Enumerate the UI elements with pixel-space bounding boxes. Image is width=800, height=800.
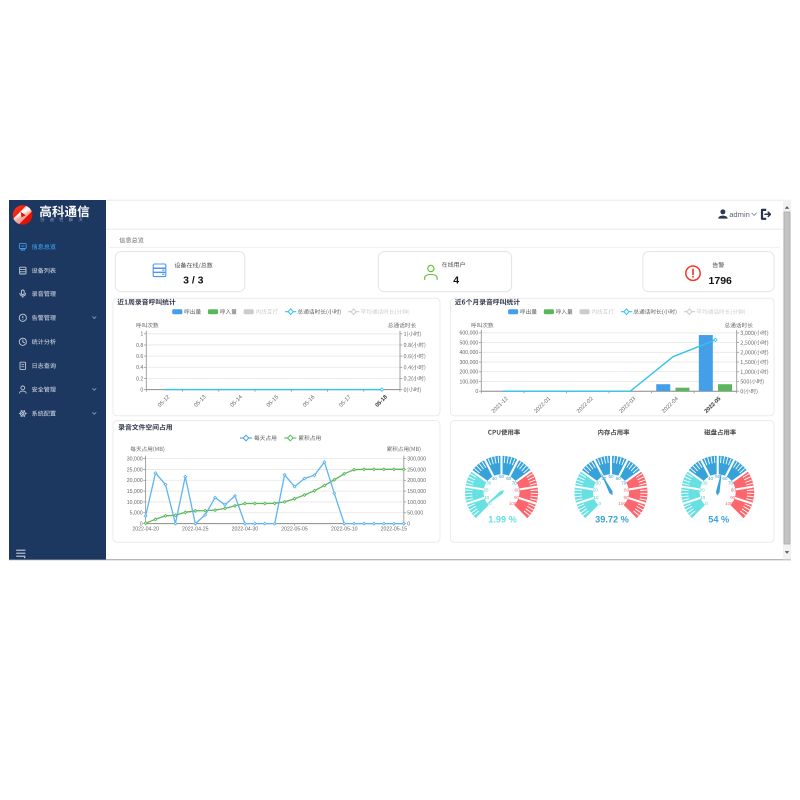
svg-text:30: 30 [486, 481, 492, 486]
svg-text:200,000: 200,000 [407, 478, 426, 484]
svg-text:0: 0 [705, 501, 708, 506]
svg-text:100,000: 100,000 [460, 379, 479, 385]
svg-text:70: 70 [728, 481, 734, 486]
svg-text:90: 90 [730, 495, 736, 500]
svg-text:2022-05-05: 2022-05-05 [281, 527, 308, 533]
svg-text:0: 0 [407, 521, 410, 527]
svg-text:10: 10 [700, 495, 706, 500]
svg-text:200,000: 200,000 [460, 370, 479, 376]
svg-text:70: 70 [621, 481, 627, 486]
svg-text:20,000: 20,000 [127, 478, 143, 484]
svg-text:80: 80 [731, 487, 737, 492]
svg-text:50,000: 50,000 [407, 511, 423, 517]
svg-text:100: 100 [725, 501, 733, 506]
svg-text:40: 40 [492, 476, 498, 481]
svg-text:1796: 1796 [709, 275, 733, 287]
svg-text:10,000: 10,000 [127, 500, 143, 506]
svg-text:100: 100 [618, 501, 626, 506]
svg-text:4: 4 [453, 275, 459, 287]
svg-text:300,000: 300,000 [460, 360, 479, 366]
svg-text:54 %: 54 % [708, 515, 729, 525]
svg-text:10: 10 [593, 495, 599, 500]
svg-text:60: 60 [616, 476, 622, 481]
svg-text:400,000: 400,000 [460, 350, 479, 356]
svg-text:2022-04-25: 2022-04-25 [182, 527, 209, 533]
svg-text:80: 80 [515, 487, 521, 492]
svg-text:50: 50 [499, 474, 505, 479]
svg-text:20: 20 [593, 487, 599, 492]
svg-text:100,000: 100,000 [407, 500, 426, 506]
svg-text:50: 50 [715, 474, 721, 479]
svg-text:39.72 %: 39.72 % [595, 515, 629, 525]
svg-text:0: 0 [599, 501, 602, 506]
svg-text:0.6: 0.6 [136, 354, 143, 360]
svg-text:60: 60 [506, 476, 512, 481]
svg-text:300,000: 300,000 [407, 456, 426, 462]
svg-text:30,000: 30,000 [127, 456, 143, 462]
svg-text:600,000: 600,000 [460, 331, 479, 337]
svg-text:0.4: 0.4 [136, 365, 143, 371]
svg-text:500,000: 500,000 [460, 340, 479, 346]
svg-text:30: 30 [702, 481, 708, 486]
svg-text:25,000: 25,000 [127, 467, 143, 473]
svg-text:20: 20 [483, 487, 489, 492]
svg-text:70: 70 [512, 481, 518, 486]
svg-text:80: 80 [624, 487, 630, 492]
svg-text:1.99 %: 1.99 % [488, 515, 517, 525]
svg-text:1: 1 [140, 332, 143, 338]
svg-text:0: 0 [140, 521, 143, 527]
svg-text:10: 10 [484, 495, 490, 500]
svg-text:0: 0 [475, 389, 478, 395]
svg-text:2022-04-30: 2022-04-30 [232, 527, 259, 533]
svg-text:90: 90 [623, 495, 629, 500]
svg-text:90: 90 [514, 495, 520, 500]
svg-text:250,000: 250,000 [407, 467, 426, 473]
svg-text:admin: admin [729, 210, 750, 219]
svg-text:2022-05-10: 2022-05-10 [331, 527, 358, 533]
svg-text:2022-05-15: 2022-05-15 [381, 527, 408, 533]
svg-text:15,000: 15,000 [127, 489, 143, 495]
svg-text:20: 20 [700, 487, 706, 492]
svg-text:60: 60 [722, 476, 728, 481]
svg-text:30: 30 [596, 481, 602, 486]
svg-text:5,000: 5,000 [130, 511, 143, 517]
svg-text:2022-04-20: 2022-04-20 [132, 527, 159, 533]
svg-text:0: 0 [489, 501, 492, 506]
svg-text:3 / 3: 3 / 3 [183, 275, 204, 287]
svg-text:40: 40 [708, 476, 714, 481]
svg-text:100: 100 [509, 501, 517, 506]
svg-text:50: 50 [608, 474, 614, 479]
svg-text:0.8: 0.8 [136, 343, 143, 349]
svg-text:150,000: 150,000 [407, 489, 426, 495]
svg-text:0: 0 [140, 387, 143, 393]
svg-text:0.2: 0.2 [136, 376, 143, 382]
